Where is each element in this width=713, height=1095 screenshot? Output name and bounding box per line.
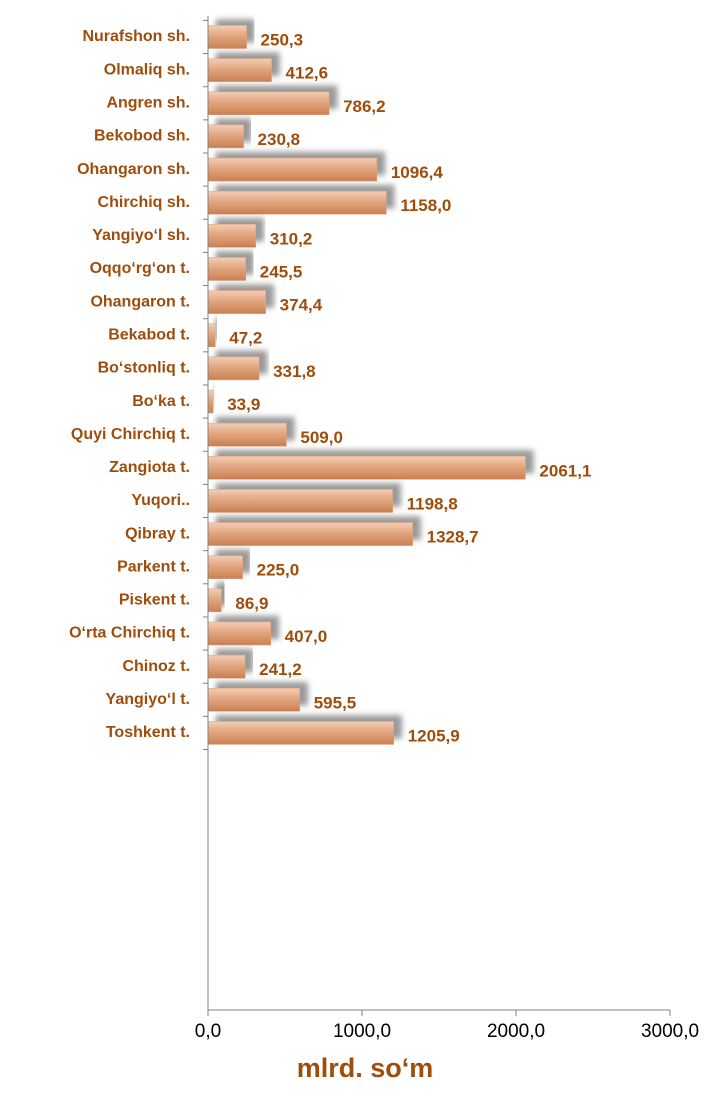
value-label: 412,6	[286, 64, 329, 83]
value-label: 86,9	[235, 594, 268, 613]
bar	[207, 621, 271, 646]
value-label: 407,0	[285, 627, 328, 646]
bar	[207, 124, 244, 149]
category-label: Bo‘ka t.	[132, 393, 190, 410]
category-label: Quyi Chirchiq t.	[71, 426, 190, 443]
category-label: Nurafshon sh.	[82, 28, 190, 45]
category-label: Chinoz t.	[122, 658, 190, 675]
value-label: 2061,1	[539, 461, 591, 480]
value-label: 250,3	[261, 30, 304, 49]
bar	[207, 25, 247, 49]
value-label: 310,2	[270, 229, 313, 248]
value-label: 241,2	[259, 660, 302, 679]
bar	[207, 688, 300, 712]
value-label: 230,8	[258, 130, 301, 149]
category-label: Yangiyo‘l sh.	[92, 227, 190, 244]
value-label: 786,2	[343, 97, 386, 116]
bar	[207, 456, 526, 480]
category-label: Piskent t.	[119, 592, 190, 609]
bar	[207, 91, 330, 116]
category-label: Yuqori..	[131, 492, 190, 509]
category-label: Ohangaron sh.	[77, 161, 190, 178]
bar	[207, 356, 260, 381]
category-label: Bo‘stonliq t.	[98, 360, 190, 377]
value-label: 47,2	[229, 329, 262, 348]
value-label: 1096,4	[391, 163, 444, 182]
bar	[207, 555, 243, 579]
bar	[207, 588, 222, 613]
category-label: Parkent t.	[117, 558, 190, 575]
x-tick-label: 1000,0	[333, 1021, 391, 1042]
category-label: O‘rta Chirchiq t.	[69, 625, 190, 642]
category-label: Qibray t.	[125, 525, 190, 542]
value-label: 1205,9	[408, 726, 460, 745]
x-axis-label: mlrd. so‘m	[297, 1053, 434, 1083]
bar	[207, 157, 378, 182]
value-label: 225,0	[257, 561, 300, 580]
value-label: 1328,7	[427, 528, 479, 547]
bar	[207, 389, 214, 414]
value-label: 1158,0	[400, 196, 451, 215]
bar	[207, 224, 257, 248]
bar	[207, 489, 393, 513]
category-label: Bekabod t.	[108, 326, 190, 343]
category-label: Yangiyo‘l t.	[106, 691, 190, 708]
category-label: Chirchiq sh.	[98, 194, 190, 211]
value-label: 1198,8	[407, 494, 458, 513]
bar	[207, 257, 247, 281]
x-tick-label: 2000,0	[487, 1021, 545, 1042]
category-label: Angren sh.	[106, 94, 190, 111]
value-label: 245,5	[260, 262, 303, 281]
x-tick-label: 3000,0	[641, 1021, 699, 1042]
category-label: Toshkent t.	[106, 724, 190, 741]
bar	[207, 323, 216, 348]
bar	[207, 58, 272, 82]
value-label: 595,5	[314, 693, 357, 712]
category-label: Ohangaron t.	[90, 293, 190, 310]
value-label: 509,0	[300, 428, 343, 447]
category-label: Zangiota t.	[109, 459, 190, 476]
bar	[207, 290, 266, 314]
bar	[207, 721, 394, 745]
value-label: 33,9	[227, 395, 260, 414]
bar	[207, 190, 387, 215]
category-label: Oqqo‘rg‘on t.	[90, 260, 190, 277]
bar	[207, 422, 287, 447]
bar	[207, 522, 413, 546]
bar	[207, 654, 246, 679]
value-label: 374,4	[280, 296, 323, 315]
value-label: 331,8	[273, 362, 316, 381]
x-tick-label: 0,0	[195, 1021, 221, 1042]
category-label: Olmaliq sh.	[104, 61, 190, 78]
category-label: Bekobod sh.	[94, 128, 190, 145]
